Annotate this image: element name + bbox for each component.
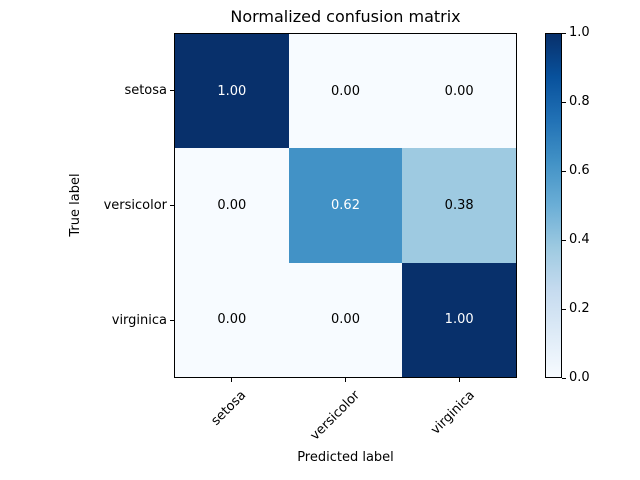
y-tick-label: setosa (124, 82, 167, 98)
colorbar-tick-label: 0.8 (569, 94, 590, 109)
colorbar-tick-mark (562, 239, 566, 241)
x-tick-label: versicolor (307, 388, 364, 444)
heatmap-cell: 0.00 (288, 262, 403, 377)
colorbar-tick-mark (562, 101, 566, 103)
colorbar (545, 33, 562, 378)
colorbar-tick-label: 0.4 (569, 232, 590, 247)
colorbar-tick-mark (562, 377, 566, 379)
x-tick-label: virginica (427, 388, 478, 438)
colorbar-tick-mark (562, 308, 566, 310)
heatmap-cell: 0.00 (175, 262, 289, 377)
colorbar-tick-label: 0.0 (569, 370, 590, 385)
heatmap-cell: 1.00 (402, 262, 516, 377)
heatmap-cell: 0.00 (175, 148, 289, 263)
colorbar-tick-label: 1.0 (569, 25, 590, 40)
colorbar-tick-mark (562, 170, 566, 172)
y-tick-mark (170, 205, 174, 206)
y-tick-mark (170, 90, 174, 91)
x-axis-label: Predicted label (297, 450, 394, 465)
heatmap-cell: 0.38 (402, 148, 516, 263)
heatmap-axes: 1.00 0.00 0.00 0.00 0.62 0.38 0.00 0.00 1.00 (174, 33, 517, 378)
y-tick-label: versicolor (103, 197, 167, 213)
y-axis-label: True label (68, 173, 83, 237)
heatmap-cell: 0.00 (402, 34, 516, 149)
y-tick-label: virginica (111, 312, 167, 328)
heatmap-cell: 1.00 (175, 34, 289, 149)
heatmap-cell: 0.00 (288, 34, 403, 149)
heatmap-cell: 0.62 (288, 148, 403, 263)
colorbar-tick-mark (562, 32, 566, 34)
chart-title: Normalized confusion matrix (230, 7, 461, 26)
y-tick-mark (170, 320, 174, 321)
x-tick-mark (345, 378, 346, 382)
x-tick-label: setosa (208, 388, 249, 429)
x-tick-mark (459, 378, 461, 382)
colorbar-tick-label: 0.2 (569, 301, 590, 316)
x-tick-mark (230, 378, 232, 382)
colorbar-tick-label: 0.6 (569, 163, 590, 178)
